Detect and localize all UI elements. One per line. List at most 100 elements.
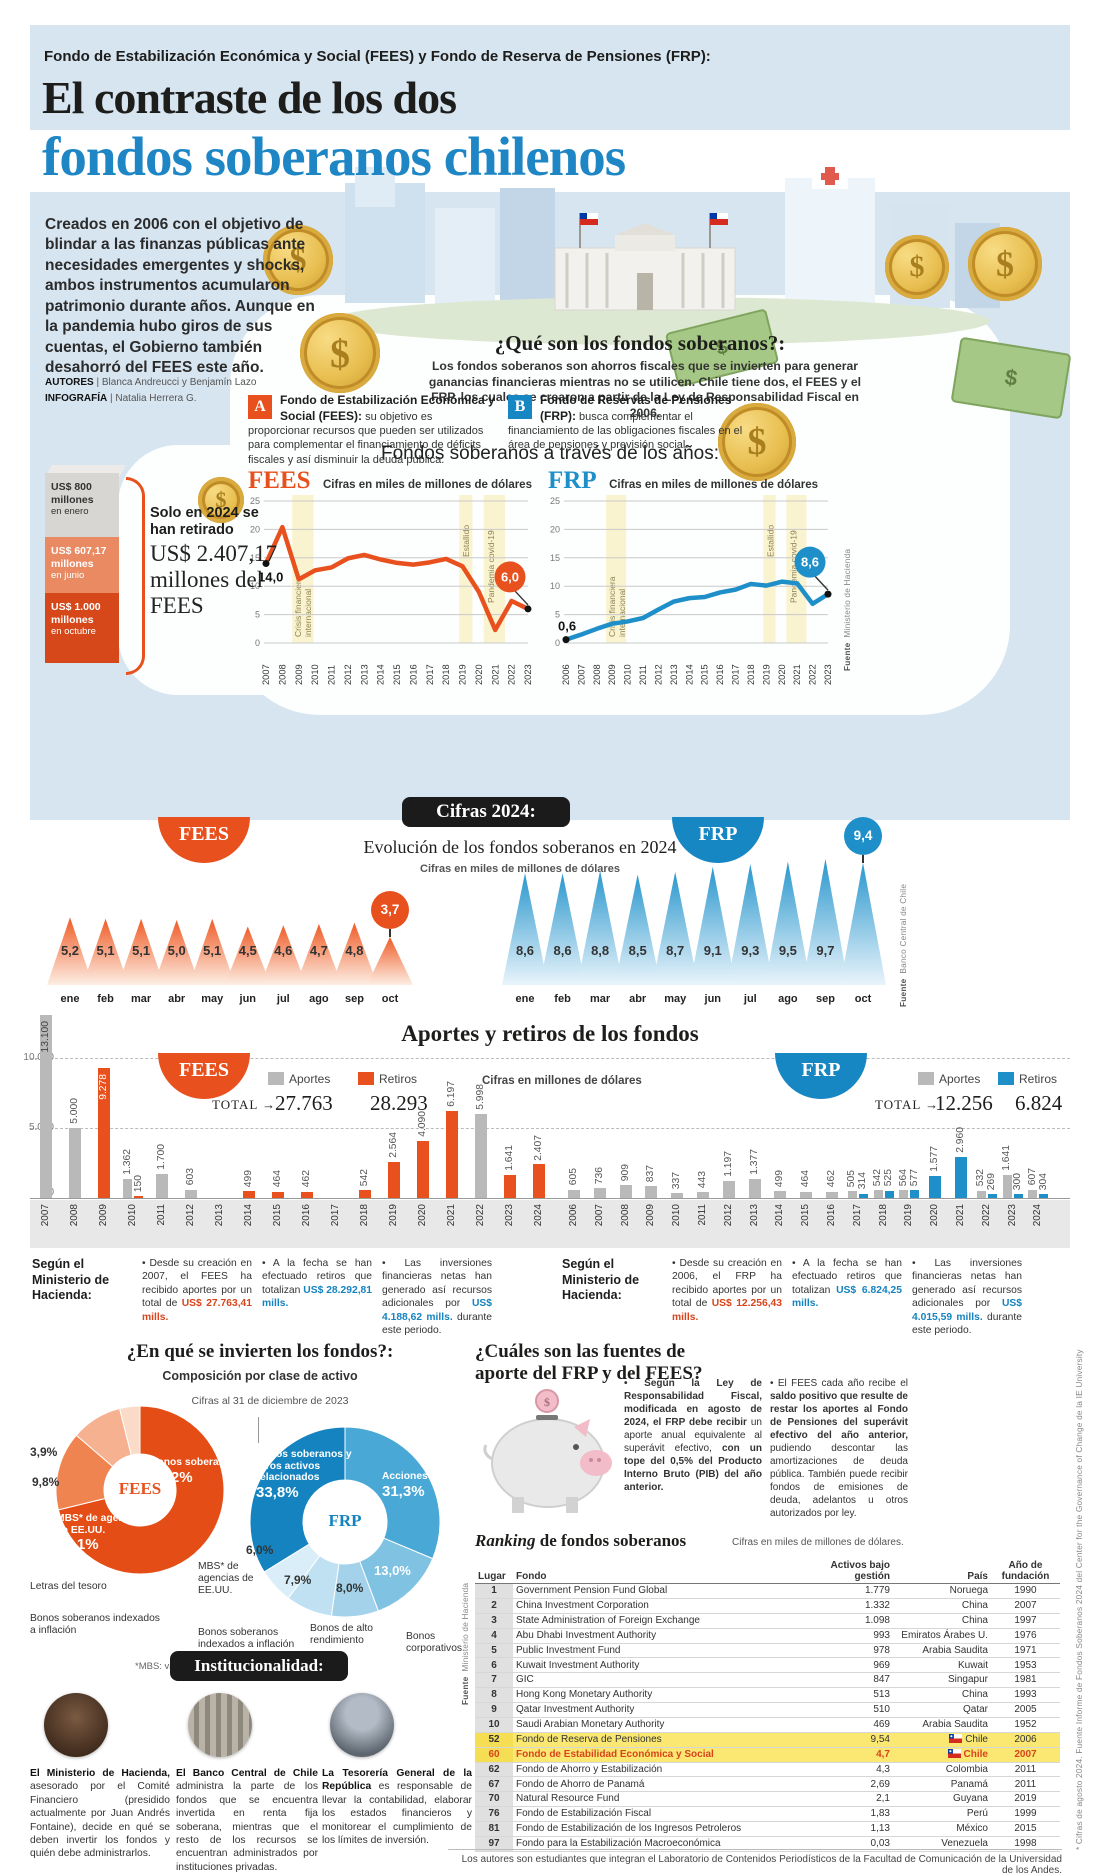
bar-aporte-2022 (976, 1190, 986, 1198)
table-row: 70 Natural Resource Fund 2,1 Guyana 2019 (475, 1791, 1060, 1808)
fees-name-letras: Letras del tesoro (30, 1581, 107, 1592)
bar-value-2023: 300 (1012, 1172, 1024, 1190)
fees-chart-units: Cifras en miles de millones de dólares (322, 479, 532, 491)
table-row: 76 Fondo de Estabilización Fiscal 1,83 Perú… (475, 1806, 1060, 1822)
frp-total-aportes: 12.256 (935, 1091, 993, 1115)
year-label: 2022 (475, 1204, 486, 1227)
fund-year: 2005 (991, 1702, 1060, 1718)
fees-slice-label-mbs: MBS* de agencias de EE.UU. 15,1% (56, 1513, 146, 1554)
frp-flows-chart: 605 2006 736 2007 909 2008 837 2009 337 2010 443 20… (560, 1010, 1070, 1248)
triangle-mar (577, 870, 624, 985)
rank-position: 9 (475, 1702, 513, 1718)
fund-aum: 9,54 (805, 1732, 893, 1748)
que-son-body: Los fondos soberanos son ahorros fiscale… (428, 359, 862, 420)
svg-text:2013: 2013 (359, 664, 369, 685)
fees-pct-letras: 9,8% (32, 1475, 60, 1489)
treasury-photo (330, 1693, 394, 1757)
frp-pct-mbs: 6,0% (246, 1543, 274, 1557)
fund-year: 1999 (991, 1806, 1060, 1822)
bar-aporte-2018 (873, 1190, 883, 1198)
bar-value-2022: 5.998 (475, 1084, 486, 1111)
text-segment: un aporte anual equivalente al superávit… (624, 1417, 762, 1454)
triangle-month: jul (276, 993, 290, 1005)
triangle-value: 8,7 (666, 943, 685, 958)
arrow-icon: → (925, 1097, 940, 1112)
frp-legend-aportes: Aportes (918, 1072, 980, 1086)
flows-units: Cifras en millones de dólares (482, 1075, 642, 1087)
bubble-line (862, 854, 864, 863)
rank-position: 60 (475, 1747, 513, 1763)
bar-aporte-2024 (1028, 1189, 1038, 1198)
frp-pct-indexados: 7,9% (284, 1573, 312, 1587)
bar-retiro-2017 (858, 1193, 868, 1198)
ministry-bullet: • Las inversiones financieras netas han … (912, 1258, 1022, 1336)
bar-value-2013: 1.377 (748, 1148, 760, 1175)
invest-source-label: Fuente (460, 1676, 470, 1705)
central-bank-card: El Banco Central de Chile administra la … (176, 1767, 318, 1874)
fund-year: 1997 (991, 1613, 1060, 1629)
svg-text:2021: 2021 (792, 664, 802, 685)
svg-text:Crisis financiera: Crisis financiera (293, 576, 303, 637)
triangle-value: 4,5 (238, 943, 257, 958)
slice-pct: 33,8% (256, 1483, 299, 1501)
fund-name: Fondo de Ahorro de Panamá (513, 1776, 805, 1793)
fund-country: Chile (893, 1732, 991, 1748)
slice-pct: 15,1% (56, 1536, 99, 1554)
bar-aporte-2008 (69, 1128, 81, 1198)
triangle-month: oct (381, 993, 399, 1005)
year-label: 2023 (504, 1204, 515, 1227)
triangle-abr (153, 920, 200, 985)
bar-aporte-2016 (826, 1191, 838, 1198)
fund-country: China (893, 1598, 991, 1614)
year-label: 2011 (156, 1204, 167, 1226)
rank-position: 5 (475, 1643, 513, 1659)
svg-text:2007: 2007 (576, 664, 586, 685)
svg-text:Crisis financiera: Crisis financiera (607, 576, 617, 637)
year-label: 2021 (955, 1204, 966, 1227)
ytick-10000: 10.000 (23, 1052, 54, 1063)
bubble-line (389, 928, 391, 937)
retiros-swatch-icon (998, 1072, 1014, 1085)
amount-highlight: US$ 4.015,59 mills. (912, 1298, 1022, 1323)
slice-3,9% (119, 1405, 141, 1456)
bar-value-2019: 577 (908, 1168, 920, 1186)
triangle-month: sep (344, 993, 364, 1005)
slice-name: MBS* de agencias de EE.UU. (56, 1513, 145, 1536)
letter-b-icon: B (508, 395, 532, 419)
fund-name: State Administration of Foreign Exchange (513, 1613, 805, 1629)
year-label: 2021 (446, 1204, 457, 1227)
fund-aum: 1,83 (805, 1806, 893, 1822)
svg-text:2020: 2020 (474, 664, 484, 685)
svg-text:2010: 2010 (310, 664, 320, 685)
ministry-bullet: • Las inversiones financieras netas han … (382, 1258, 492, 1336)
piggy-bank-icon: $ (483, 1389, 612, 1513)
bar-aporte-2013 (748, 1178, 761, 1198)
fund-year: 2007 (991, 1747, 1060, 1763)
rank-position: 8 (475, 1687, 513, 1703)
invest-note: Cifras al 31 de diciembre de 2023 (191, 1395, 349, 1407)
page-title-line1: El contraste de los dos (42, 72, 457, 123)
coin-icon: $ (718, 403, 796, 481)
bar-retiro-2021 (955, 1156, 967, 1198)
fund-aum: 2,1 (805, 1791, 893, 1808)
text-segment: saldo positivo que resulte de restar los… (770, 1391, 908, 1441)
bar-value-2020: 4.090 (417, 1110, 428, 1137)
intro-paragraph: Creados en 2006 con el objetivo de blind… (45, 216, 315, 377)
svg-text:$: $ (544, 1395, 550, 1409)
fund-name: Public Investment Fund (513, 1643, 805, 1659)
ministry-bullet: • A la fecha se han efectuado retiros qu… (262, 1258, 373, 1310)
column-header: Año de fundación (991, 1559, 1060, 1584)
ministry-bullet: • A la fecha se han efectuado retiros qu… (792, 1258, 902, 1310)
text-segment: pudiendo descontar las amortizaciones de… (770, 1443, 908, 1519)
year-label: 2018 (359, 1204, 370, 1227)
year-label: 2016 (301, 1204, 312, 1227)
frp_alloc-svg (249, 1426, 441, 1618)
frp-definition-lead: Fondo de Reservas de Pensiones (FRP): (540, 393, 732, 423)
triangle-month: mar (590, 993, 611, 1005)
arrow-icon: → (262, 1097, 277, 1112)
fund-name: Natural Resource Fund (513, 1791, 805, 1808)
bar-value-2011: 443 (697, 1170, 708, 1188)
triangle-may (189, 918, 236, 985)
triangle-abr (614, 874, 661, 985)
triangle-month: jun (239, 993, 257, 1005)
